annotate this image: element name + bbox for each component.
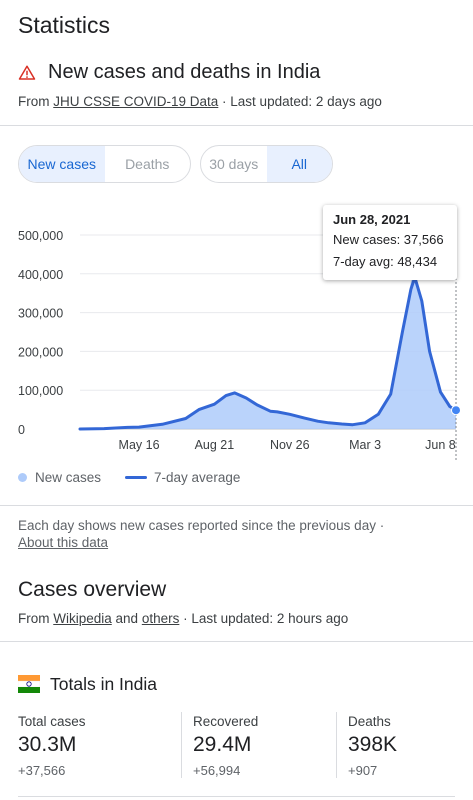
all-option[interactable]: All	[266, 146, 332, 182]
30-days-option[interactable]: 30 days	[209, 156, 259, 172]
chart-tooltip: Jun 28, 2021 New cases: 37,566 7-day avg…	[323, 205, 457, 280]
y-tick-label: 400,000	[18, 268, 63, 282]
deaths-option[interactable]: Deaths	[125, 156, 170, 172]
stat-value: 29.4M	[193, 733, 252, 756]
y-tick-label: 500,000	[18, 229, 63, 243]
x-tick-label: Jun 8	[425, 438, 456, 452]
y-tick-label: 200,000	[18, 345, 63, 359]
legend-avg: 7-day average	[154, 470, 241, 485]
x-tick-label: Nov 26	[270, 438, 310, 452]
x-tick-label: May 16	[119, 438, 160, 452]
cases-overview-title: Cases overview	[18, 578, 167, 601]
chart-legend: New cases 7-day average	[18, 470, 240, 485]
x-tick-label: Aug 21	[195, 438, 235, 452]
y-tick-label: 0	[18, 423, 25, 437]
avg-legend-line	[125, 476, 148, 479]
legend-new-cases: New cases	[35, 470, 102, 485]
stat-value: 398K	[348, 733, 398, 756]
stat-delta: +56,994	[193, 763, 241, 778]
x-tick-label: Mar 3	[349, 438, 381, 452]
overview-last-updated: · Last updated: 2 hours ago	[179, 611, 349, 626]
range-toggle: 30 days All	[200, 145, 333, 183]
overview-source-prefix: From	[18, 611, 54, 626]
warning-icon	[18, 65, 36, 80]
divider	[0, 125, 473, 126]
wikipedia-link[interactable]: Wikipedia	[53, 611, 112, 626]
new-cases-area	[80, 268, 456, 429]
source-line: From JHU CSSE COVID-19 Data · Last updat…	[18, 94, 382, 109]
headline: New cases and deaths in India	[48, 61, 321, 83]
totals-title: Totals in India	[50, 673, 158, 694]
india-flag-icon	[18, 675, 40, 693]
divider	[0, 505, 473, 506]
stat-value: 30.3M	[18, 733, 77, 756]
totals-header: Totals in India	[18, 673, 157, 695]
stat-recovered: Recovered 29.4M +56,994	[193, 714, 258, 778]
metric-toggle: New cases Deaths	[18, 145, 191, 183]
hover-point	[451, 405, 461, 416]
stat-label: Recovered	[193, 714, 259, 729]
stat-total-cases: Total cases 30.3M +37,566	[18, 714, 86, 778]
others-link[interactable]: others	[141, 611, 180, 626]
y-tick-label: 300,000	[18, 307, 63, 321]
stat-label: Total cases	[18, 714, 86, 729]
jhu-source-link[interactable]: JHU CSSE COVID-19 Data	[53, 94, 219, 109]
stat-deaths: Deaths 398K +907	[348, 714, 397, 778]
divider	[0, 641, 473, 642]
new-cases-option[interactable]: New cases	[19, 146, 105, 182]
divider	[18, 796, 455, 797]
stat-separator	[336, 712, 337, 778]
overview-source-line: From Wikipedia and others · Last updated…	[18, 611, 348, 626]
tooltip-avg: 7-day avg: 48,434	[333, 254, 438, 269]
about-data-link[interactable]: About this data	[18, 535, 109, 550]
stat-delta: +907	[348, 763, 378, 778]
tooltip-date: Jun 28, 2021	[333, 212, 411, 227]
page-title: Statistics	[18, 12, 111, 38]
stat-separator	[181, 712, 182, 778]
stat-delta: +37,566	[18, 763, 66, 778]
and-text: and	[111, 611, 142, 626]
stat-label: Deaths	[348, 714, 391, 729]
y-tick-label: 100,000	[18, 384, 63, 398]
tooltip-new-cases: New cases: 37,566	[333, 232, 444, 247]
headline-row: New cases and deaths in India	[18, 61, 320, 84]
data-note: Each day shows new cases reported since …	[18, 518, 385, 533]
source-prefix: From	[18, 94, 54, 109]
new-cases-legend-dot	[18, 473, 27, 482]
last-updated: · Last updated: 2 days ago	[218, 94, 382, 109]
